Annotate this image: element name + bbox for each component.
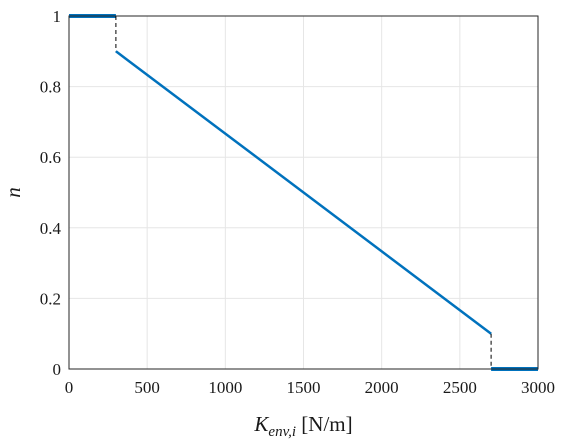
x-axis-label-subscript: env,i [268, 424, 296, 440]
y-tick-label: 0.8 [40, 78, 61, 97]
y-axis-label: n [1, 187, 25, 198]
x-tick-label: 0 [65, 378, 74, 397]
x-axis-label-symbol: K [253, 412, 269, 436]
plot-frame [68, 15, 539, 370]
x-tick-label: 500 [134, 378, 160, 397]
line-segment-2 [115, 50, 492, 335]
x-tick-label: 3000 [521, 378, 555, 397]
x-tick-label: 2500 [443, 378, 477, 397]
x-tick-labels: 0 500 1000 1500 2000 2500 3000 [65, 378, 555, 397]
x-tick-label: 1500 [287, 378, 321, 397]
x-axis-label: Kenv,i [N/m] [253, 412, 352, 440]
y-tick-label: 0.2 [40, 289, 61, 308]
x-tick-label: 1000 [208, 378, 242, 397]
y-tick-label: 0.4 [40, 219, 62, 238]
y-tick-label: 0.6 [40, 148, 61, 167]
y-tick-label: 1 [53, 7, 62, 26]
y-tick-label: 0 [53, 360, 62, 379]
x-axis-label-unit: [N/m] [296, 412, 353, 436]
y-tick-labels: 0 0.2 0.4 0.6 0.8 1 [40, 7, 62, 379]
x-tick-label: 2000 [365, 378, 399, 397]
